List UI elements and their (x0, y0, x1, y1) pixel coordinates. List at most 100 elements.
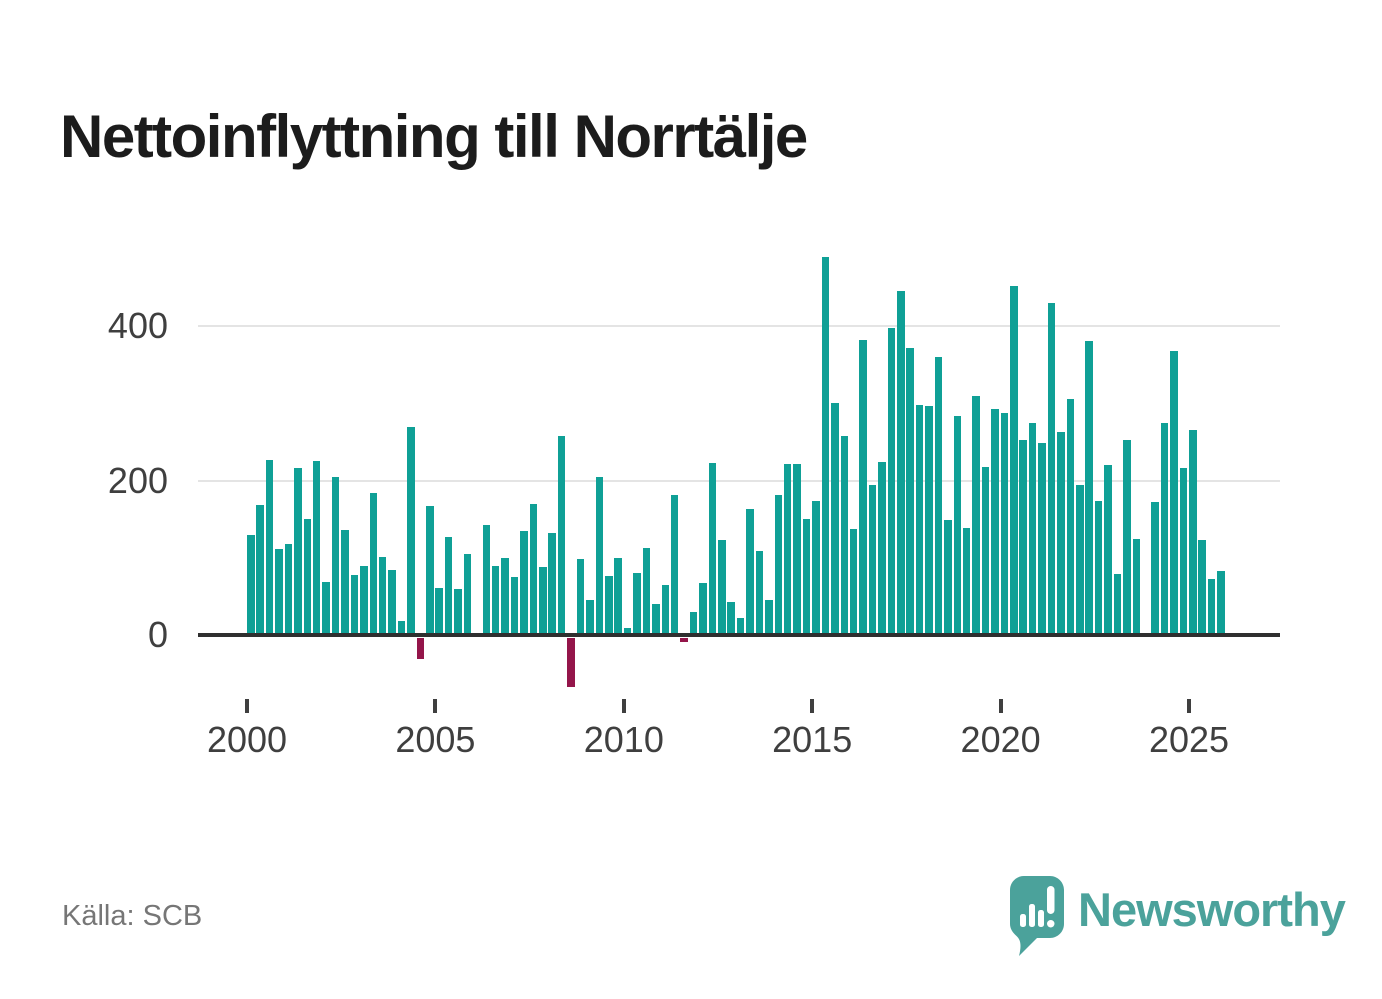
bar (623, 628, 632, 635)
bar (934, 356, 943, 635)
y-axis-label-400: 400 (107, 305, 168, 346)
bar (981, 467, 990, 635)
bar (360, 566, 368, 635)
newsworthy-logo: Newsworthy (1010, 874, 1346, 964)
bar (783, 464, 792, 635)
bar (812, 501, 820, 635)
bar (765, 599, 773, 635)
bar (1010, 285, 1018, 635)
bar (925, 406, 933, 635)
bar (642, 547, 651, 635)
bar (378, 557, 387, 635)
bar (689, 611, 698, 635)
bar (699, 583, 707, 635)
bar (312, 461, 321, 635)
bar (303, 519, 311, 635)
bar (868, 485, 877, 635)
bar (670, 495, 679, 635)
bar (1207, 579, 1216, 635)
bar (275, 548, 283, 635)
x-axis-label-2025: 2025 (1148, 719, 1230, 760)
bar (1198, 540, 1206, 635)
chart-title: Nettoinflyttning till Norrtälje (60, 103, 808, 171)
bar (1151, 502, 1159, 635)
bar (962, 527, 971, 635)
newsworthy-wordmark: Newsworthy (1078, 883, 1346, 936)
bar (567, 638, 575, 687)
bar (341, 529, 349, 635)
bar (265, 459, 274, 635)
bar (718, 540, 726, 635)
bar (1123, 439, 1131, 635)
bar (548, 533, 556, 635)
source-note: Källa: SCB (62, 900, 203, 932)
newsworthy-bubble-chart-icon (1010, 876, 1064, 956)
bar (1170, 350, 1178, 635)
bar (680, 638, 688, 643)
bar (727, 601, 735, 635)
bar (1189, 430, 1197, 635)
bar (802, 519, 811, 635)
bar (426, 506, 434, 635)
bar (1028, 422, 1037, 635)
bar (463, 553, 472, 635)
bar (529, 503, 538, 635)
bar (350, 574, 359, 635)
bar (746, 509, 754, 635)
bar (915, 404, 924, 635)
bar (444, 536, 453, 635)
bar (1160, 422, 1169, 635)
bar (539, 567, 547, 635)
y-axis-label-0: 0 (147, 614, 168, 655)
bar (708, 462, 717, 635)
x-axis-label-2010: 2010 (583, 719, 664, 760)
bar (1019, 440, 1027, 635)
bar (793, 463, 801, 635)
bar (633, 573, 641, 635)
bar (605, 576, 613, 635)
bar (736, 618, 745, 635)
bar (388, 570, 396, 635)
bar (491, 565, 500, 635)
bar (1094, 501, 1103, 635)
gridline-200 (198, 479, 1280, 482)
bar (821, 257, 830, 635)
x-axis-label-2000: 2000 (206, 719, 288, 760)
bar (1038, 442, 1046, 635)
bar (454, 588, 462, 635)
x-axis-label-2020: 2020 (960, 719, 1041, 760)
bar (953, 416, 961, 635)
bar (1066, 399, 1074, 635)
x-axis-tick-2010 (621, 699, 626, 713)
bar (755, 550, 764, 635)
bar (407, 427, 415, 635)
x-axis-label-2015: 2015 (772, 719, 853, 760)
bar (501, 557, 509, 636)
bar (1076, 485, 1084, 635)
bar (1047, 302, 1056, 635)
bar (247, 534, 255, 635)
bar (897, 291, 905, 635)
bar (256, 505, 264, 635)
bar (369, 492, 377, 635)
bar (1217, 570, 1225, 635)
bar (520, 530, 528, 635)
x-axis-tick-2020 (998, 699, 1003, 713)
x-axis-label-2005: 2005 (395, 719, 476, 760)
bar (652, 604, 660, 635)
bar (972, 396, 980, 635)
x-axis-tick-2005 (433, 699, 438, 713)
bar (944, 519, 952, 635)
bar (840, 435, 848, 635)
bar (1057, 431, 1065, 635)
bar (1113, 574, 1122, 635)
bar (991, 408, 999, 635)
bar (294, 468, 302, 635)
bar (849, 529, 858, 635)
bar (1132, 539, 1140, 635)
bar (322, 581, 330, 635)
x-axis-tick-2015 (810, 699, 815, 713)
bar (1085, 341, 1093, 635)
